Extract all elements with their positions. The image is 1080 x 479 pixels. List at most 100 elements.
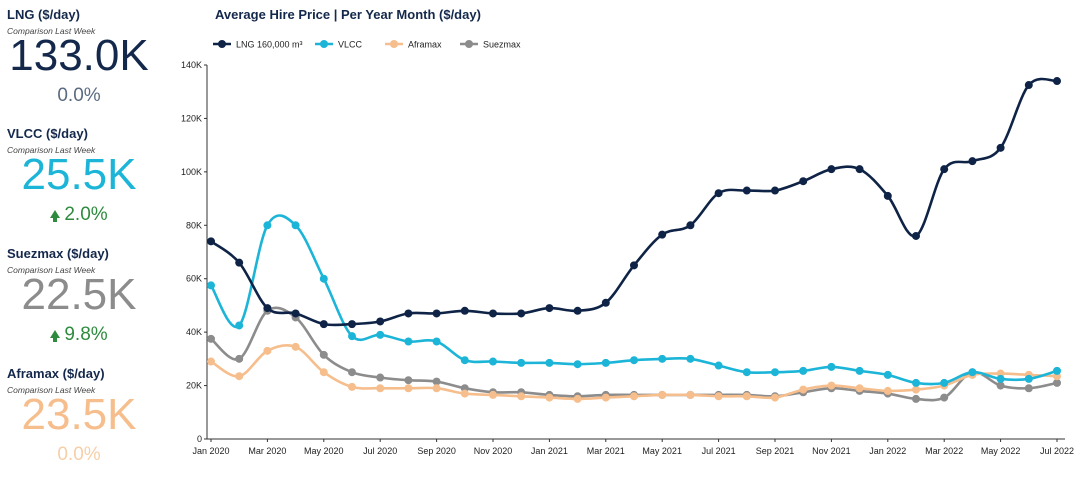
data-point-suezmax	[207, 334, 215, 343]
data-point-lng-160-000-m	[235, 258, 244, 267]
kpi-change-text: 2.0%	[64, 204, 108, 225]
kpi-subtitle: Comparison Last Week	[7, 385, 96, 395]
kpi-aframax: Aframax ($/day) Comparison Last Week 23.…	[0, 366, 170, 476]
arrow-up-icon	[50, 330, 61, 342]
data-point-lng-160-000-m	[376, 317, 385, 326]
kpi-change-text: 9.8%	[64, 324, 108, 345]
data-point-vlcc	[263, 221, 272, 230]
data-point-aframax	[460, 389, 469, 398]
y-tick-label: 20K	[186, 381, 202, 391]
y-tick-label: 40K	[186, 327, 202, 337]
series-line-suezmax	[210, 306, 1058, 402]
data-point-aframax	[348, 382, 356, 391]
data-point-vlcc	[996, 374, 1005, 383]
data-point-lng-160-000-m	[207, 237, 215, 246]
y-tick-label: 80K	[186, 220, 202, 230]
kpi-value: 23.5K	[21, 390, 137, 439]
chart-title: Average Hire Price | Per Year Month ($/d…	[215, 7, 481, 22]
kpi-subtitle: Comparison Last Week	[7, 145, 96, 155]
data-point-aframax	[883, 386, 892, 395]
data-point-lng-160-000-m	[404, 309, 413, 318]
legend-label-lng-160-000-m: LNG 160,000 m³	[236, 40, 303, 50]
data-point-lng-160-000-m	[771, 186, 779, 195]
series-line-lng-160-000-m	[210, 77, 1058, 327]
data-point-lng-160-000-m	[912, 231, 920, 240]
data-point-vlcc	[573, 360, 582, 369]
kpi-lng: LNG ($/day) Comparison Last Week 133.0K …	[0, 7, 170, 117]
data-point-aframax	[855, 384, 864, 393]
legend-marker-aframax	[390, 40, 398, 48]
data-point-suezmax	[940, 393, 949, 402]
data-point-aframax	[630, 392, 638, 401]
data-point-vlcc	[348, 332, 356, 341]
data-point-vlcc	[714, 361, 723, 370]
data-point-aframax	[319, 368, 328, 377]
data-point-aframax	[263, 346, 272, 355]
data-point-aframax	[827, 381, 836, 390]
kpi-change: 9.8%	[0, 324, 158, 346]
data-point-vlcc	[207, 281, 215, 290]
data-point-aframax	[658, 390, 667, 399]
data-point-vlcc	[1053, 366, 1061, 375]
kpi-subtitle: Comparison Last Week	[7, 26, 96, 36]
data-point-lng-160-000-m	[573, 306, 582, 315]
data-point-lng-160-000-m	[348, 320, 356, 329]
data-point-lng-160-000-m	[601, 298, 610, 307]
data-point-vlcc	[601, 358, 610, 367]
data-point-aframax	[489, 390, 497, 399]
kpi-title: VLCC ($/day)	[7, 126, 88, 141]
x-tick-label: May 2022	[981, 446, 1021, 456]
data-point-lng-160-000-m	[263, 304, 272, 313]
kpi-change: 0.0%	[0, 85, 158, 107]
data-point-lng-160-000-m	[714, 189, 723, 198]
data-point-suezmax	[348, 368, 356, 377]
data-point-lng-160-000-m	[545, 304, 554, 313]
y-tick-label: 100K	[181, 167, 202, 177]
data-point-vlcc	[432, 337, 441, 346]
x-tick-label: Jul 2021	[702, 446, 736, 456]
data-point-vlcc	[658, 354, 667, 363]
x-tick-label: Sep 2021	[756, 446, 795, 456]
data-point-vlcc	[291, 221, 300, 230]
data-point-lng-160-000-m	[460, 306, 469, 315]
x-tick-label: Jan 2020	[192, 446, 229, 456]
data-point-lng-160-000-m	[291, 309, 300, 318]
data-point-vlcc	[404, 337, 413, 346]
kpi-value: 22.5K	[21, 270, 137, 319]
data-point-suezmax	[432, 377, 441, 386]
data-point-lng-160-000-m	[1053, 77, 1061, 86]
data-point-aframax	[714, 392, 723, 401]
x-tick-label: Jan 2022	[869, 446, 906, 456]
data-point-lng-160-000-m	[855, 165, 864, 174]
data-point-vlcc	[968, 368, 977, 377]
legend-label-aframax: Aframax	[408, 40, 442, 50]
data-point-aframax	[376, 384, 385, 393]
x-tick-label: Jul 2020	[363, 446, 397, 456]
data-point-aframax	[601, 393, 610, 402]
data-point-vlcc	[686, 354, 695, 363]
data-point-aframax	[912, 385, 920, 394]
data-point-vlcc	[319, 274, 328, 283]
data-point-aframax	[545, 393, 554, 402]
data-point-lng-160-000-m	[658, 230, 667, 239]
legend-marker-suezmax	[465, 40, 473, 48]
x-tick-label: Mar 2020	[248, 446, 286, 456]
data-point-lng-160-000-m	[630, 261, 638, 270]
x-tick-label: Mar 2021	[587, 446, 625, 456]
data-point-lng-160-000-m	[742, 186, 751, 195]
data-point-lng-160-000-m	[996, 143, 1005, 152]
data-point-vlcc	[771, 368, 779, 377]
y-tick-label: 60K	[186, 274, 202, 284]
data-point-lng-160-000-m	[827, 165, 836, 174]
y-tick-label: 120K	[181, 113, 202, 123]
data-point-aframax	[771, 393, 779, 402]
data-point-vlcc	[460, 356, 469, 365]
legend-label-vlcc: VLCC	[338, 40, 363, 50]
data-point-aframax	[235, 372, 244, 381]
kpi-change-text: 0.0%	[57, 444, 101, 465]
x-tick-label: Sep 2020	[417, 446, 456, 456]
legend-marker-lng-160-000-m	[218, 40, 226, 48]
y-tick-label: 0	[197, 434, 202, 444]
data-point-lng-160-000-m	[883, 191, 892, 200]
